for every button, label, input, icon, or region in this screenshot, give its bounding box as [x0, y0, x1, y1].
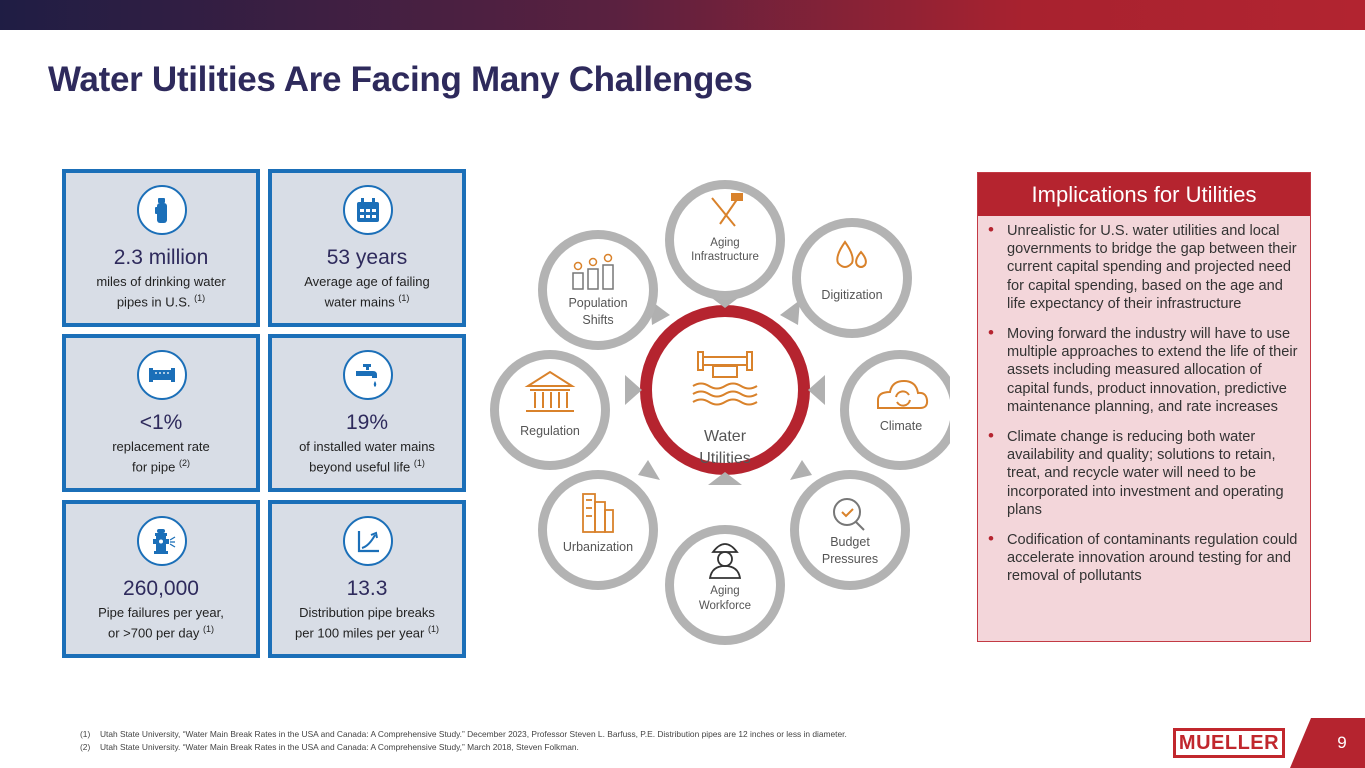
pipe-icon [137, 350, 187, 400]
challenges-diagram: Water Utilities Aging Infrastructure Dig… [490, 180, 950, 645]
implication-bullet: Unrealistic for U.S. water utilities and… [988, 221, 1298, 313]
worker-icon [708, 543, 742, 579]
droplets-icon [836, 240, 867, 268]
stat-value: 19% [345, 411, 389, 434]
node-label-line1: Population [568, 296, 627, 310]
fire-hydrant-icon [137, 516, 187, 566]
footnote: (2) Utah State University. “Water Main Br… [80, 741, 579, 752]
stat-value: 53 years [326, 246, 408, 269]
stat-description: miles of drinking water pipes in U.S. (1) [96, 274, 226, 310]
water-pipe-icon [692, 351, 758, 406]
node-label-line2: Pressures [822, 552, 878, 566]
node-population-shifts: Population Shifts [538, 230, 670, 350]
center-label-line2: Utilities [699, 450, 751, 467]
page-number: 9 [1337, 733, 1347, 752]
node-label: Urbanization [563, 540, 633, 554]
water-bottle-icon [137, 185, 187, 235]
page-title: Water Utilities Are Facing Many Challeng… [48, 60, 753, 99]
stat-description: replacement rate for pipe (2) [112, 439, 210, 475]
node-climate: Climate [808, 350, 950, 470]
footnotes: (1) Utah State University, “Water Main Br… [80, 728, 847, 753]
stat-value: <1% [139, 411, 183, 434]
stat-value: 2.3 million [113, 246, 209, 269]
stat-tile-pipe-failures: 260,000 Pipe failures per year, or >700 p… [62, 500, 260, 658]
node-label: Regulation [520, 424, 580, 438]
stat-tile-pipe-miles: 2.3 million miles of drinking water pipes… [62, 169, 260, 327]
node-label: Digitization [821, 288, 882, 302]
people-coins-icon [572, 253, 614, 290]
node-label-line1: Aging [710, 585, 739, 597]
center-label-line1: Water [704, 428, 747, 445]
implication-bullet: Codification of contaminants regulation … [988, 530, 1298, 586]
implications-panel: Implications for Utilities Unrealistic f… [977, 172, 1311, 642]
stat-tile-beyond-useful-life: 19% of installed water mains beyond usefu… [268, 334, 466, 492]
tools-icon [711, 193, 743, 227]
faucet-icon [343, 350, 393, 400]
node-label-line1: Aging [710, 237, 739, 249]
implications-list: Unrealistic for U.S. water utilities and… [978, 216, 1310, 586]
node-urbanization: Urbanization [538, 460, 660, 590]
buildings-icon [582, 493, 614, 533]
node-label-line2: Shifts [582, 313, 613, 327]
node-label: Climate [880, 419, 922, 433]
stat-description: Average age of failing water mains (1) [304, 274, 430, 310]
stat-tile-average-age: 53 years Average age of failing water mai… [268, 169, 466, 327]
implications-header: Implications for Utilities [978, 173, 1310, 216]
stat-value: 13.3 [346, 577, 388, 600]
node-budget-pressures: Budget Pressures [790, 460, 910, 590]
implication-bullet: Climate change is reducing both water av… [988, 427, 1298, 519]
implication-bullet: Moving forward the industry will have to… [988, 324, 1298, 416]
stat-value: 260,000 [123, 577, 199, 600]
node-regulation: Regulation [490, 350, 642, 470]
top-gradient-bar [0, 0, 1365, 30]
node-label-line2: Workforce [699, 600, 751, 612]
trend-up-icon [343, 516, 393, 566]
stat-description: Distribution pipe breaks per 100 miles pe… [295, 605, 439, 641]
node-digitization: Digitization [780, 218, 912, 338]
stat-tile-pipe-breaks: 13.3 Distribution pipe breaks per 100 mil… [268, 500, 466, 658]
magnifier-check-icon [833, 498, 865, 531]
stat-tile-replacement-rate: <1% replacement rate for pipe (2) [62, 334, 260, 492]
calendar-icon [343, 185, 393, 235]
node-aging-workforce: Aging Workforce [665, 472, 785, 645]
footnote: (1) Utah State University, “Water Main Br… [80, 729, 847, 739]
center-hub: Water Utilities [640, 305, 810, 475]
node-aging-infrastructure: Aging Infrastructure [665, 180, 785, 308]
stat-description: of installed water mains beyond useful li… [299, 439, 435, 475]
cloud-cycle-icon [877, 379, 929, 409]
stat-description: Pipe failures per year, or >700 per day (… [98, 605, 224, 641]
mueller-logo: MUELLER [1173, 728, 1285, 758]
node-label-line2: Infrastructure [691, 251, 759, 263]
node-label-line1: Budget [830, 535, 870, 549]
government-building-icon [524, 370, 576, 412]
